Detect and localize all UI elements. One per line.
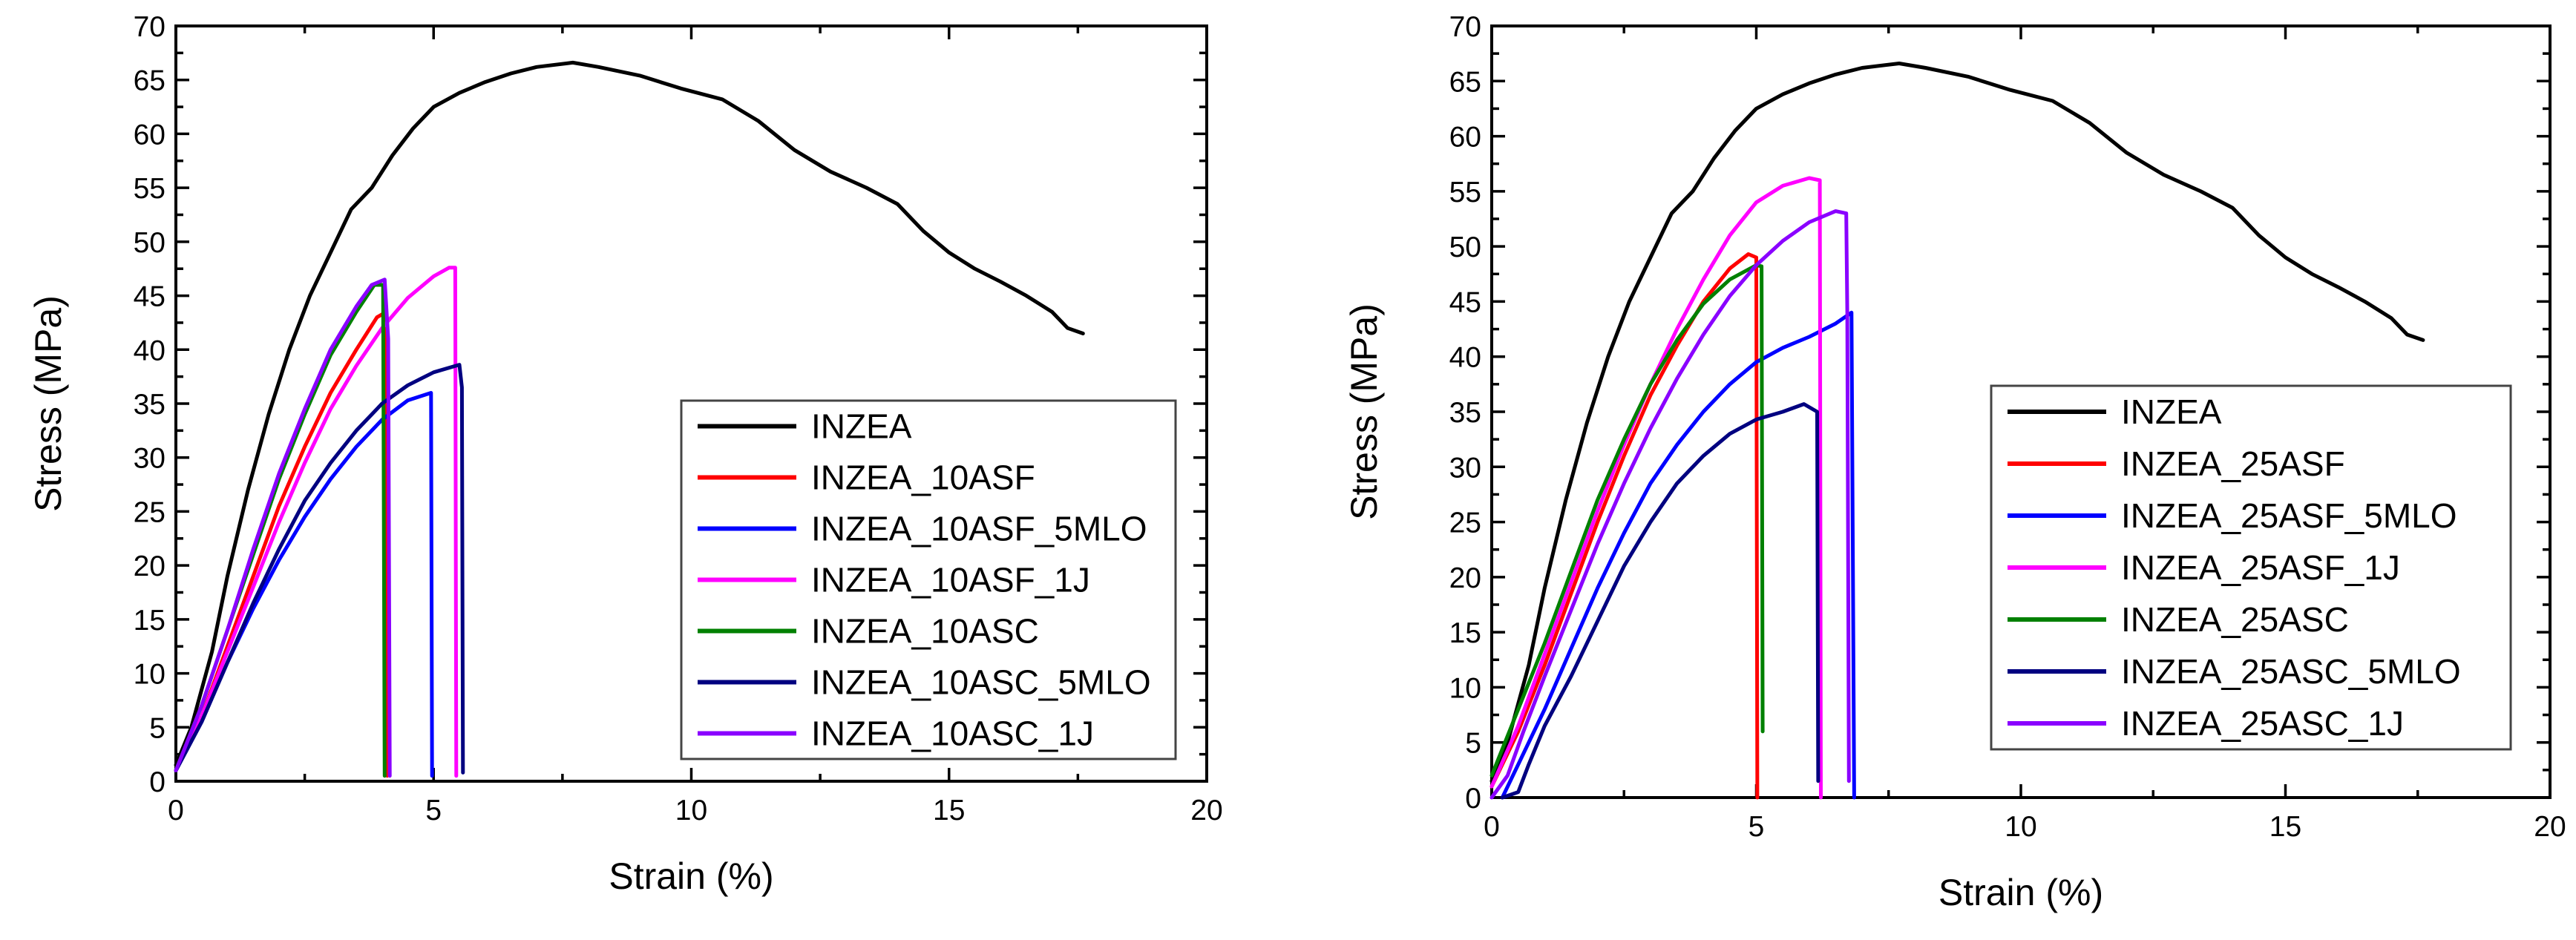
y-tick-label: 40 xyxy=(1449,342,1481,374)
legend-label: INZEA_25ASC xyxy=(2121,600,2349,639)
y-tick-label: 70 xyxy=(134,11,165,43)
series-line-inzea-25asc-5mlo xyxy=(1500,402,1820,800)
legend-label: INZEA_10ASC_5MLO xyxy=(811,663,1151,702)
series-line-inzea-25asf xyxy=(1489,252,1760,800)
y-tick-label: 20 xyxy=(1449,562,1481,594)
legend: INZEA INZEA_10ASF INZEA_10ASF_5MLO INZEA_10… xyxy=(680,399,1177,760)
chart-1: 0 5 10 15 20 25 30 35 40 45 50 55 60 65 70 0 5 10 15 20 Stra… xyxy=(27,11,1223,897)
series-line-inzea-25asf-5mlo xyxy=(1500,310,1856,800)
y-tick-label: 5 xyxy=(1465,728,1481,760)
y-tick-label: 20 xyxy=(134,550,165,582)
y-tick-label: 55 xyxy=(1449,177,1481,208)
x-tick-label: 0 xyxy=(1484,811,1500,843)
y-tick-label: 60 xyxy=(134,119,165,151)
legend-label: INZEA_25ASF_5MLO xyxy=(2121,496,2457,535)
x-tick-label: 10 xyxy=(2005,811,2036,843)
series-line-inzea-10asc-1j xyxy=(174,277,392,778)
series-line-inzea xyxy=(174,60,1085,767)
x-tick-label: 10 xyxy=(675,795,707,826)
y-tick-label: 35 xyxy=(1449,397,1481,429)
y-tick-label: 35 xyxy=(134,389,165,421)
series-line-inzea-10asc-5mlo xyxy=(174,363,465,775)
x-tick-label: 20 xyxy=(1190,795,1222,826)
y-tick-label: 60 xyxy=(1449,122,1481,154)
series-line-inzea xyxy=(1489,62,2425,783)
legend-label: INZEA_10ASC xyxy=(811,612,1039,651)
legend-label: INZEA_10ASF_1J xyxy=(811,561,1090,599)
y-tick-label: 50 xyxy=(1449,231,1481,263)
legend-label: INZEA_10ASF_5MLO xyxy=(811,510,1147,548)
y-tick-label: 0 xyxy=(1465,783,1481,815)
y-axis-title: Stress (MPa) xyxy=(1343,303,1385,520)
x-tick-label: 15 xyxy=(2269,811,2301,843)
series-line-inzea-10asf-1j xyxy=(174,266,459,778)
legend-label: INZEA xyxy=(2121,392,2222,431)
y-tick-label: 70 xyxy=(1449,11,1481,43)
y-tick-label: 25 xyxy=(1449,507,1481,539)
x-tick-label: 15 xyxy=(933,795,965,826)
x-axis-title: Strain (%) xyxy=(609,855,773,897)
legend-label: INZEA_25ASC_5MLO xyxy=(2121,652,2461,691)
y-tick-label: 30 xyxy=(134,443,165,475)
legend: INZEA INZEA_25ASF INZEA_25ASF_5MLO INZEA_25… xyxy=(1990,384,2512,751)
y-axis-title: Stress (MPa) xyxy=(27,295,69,512)
y-tick-label: 40 xyxy=(134,335,165,367)
y-tick-label: 65 xyxy=(1449,66,1481,98)
series-line-inzea-25asf-1j xyxy=(1489,176,1823,800)
y-tick-label: 25 xyxy=(134,496,165,528)
x-axis-title: Strain (%) xyxy=(1938,872,2103,913)
legend-label: INZEA xyxy=(811,407,912,446)
chart-2: 0 5 10 15 20 25 30 35 40 45 50 55 60 65 70 0 5 10 15 20 Stra… xyxy=(1343,11,2566,913)
x-tick-label: 5 xyxy=(425,795,442,826)
y-tick-label: 45 xyxy=(1449,286,1481,318)
x-tick-label: 20 xyxy=(2534,811,2566,843)
y-tick-label: 30 xyxy=(1449,452,1481,484)
y-tick-label: 15 xyxy=(134,605,165,637)
legend-label: INZEA_25ASF xyxy=(2121,444,2345,483)
y-tick-label: 45 xyxy=(134,281,165,313)
y-tick-label: 55 xyxy=(134,173,165,205)
y-tick-label: 5 xyxy=(149,712,165,744)
y-tick-label: 15 xyxy=(1449,617,1481,649)
x-tick-label: 0 xyxy=(168,795,184,826)
y-tick-label: 65 xyxy=(134,65,165,97)
series-line-inzea-25asc-1j xyxy=(1489,209,1851,800)
y-tick-label: 10 xyxy=(1449,672,1481,704)
legend-label: INZEA_10ASF xyxy=(811,459,1035,497)
legend-label: INZEA_25ASF_1J xyxy=(2121,548,2400,587)
legend-label: INZEA_25ASC_1J xyxy=(2121,704,2404,743)
legend-label: INZEA_10ASC_1J xyxy=(811,714,1094,753)
y-tick-label: 50 xyxy=(134,227,165,259)
y-tick-label: 0 xyxy=(149,766,165,798)
y-tick-label: 10 xyxy=(134,659,165,691)
x-tick-label: 5 xyxy=(1749,811,1765,843)
